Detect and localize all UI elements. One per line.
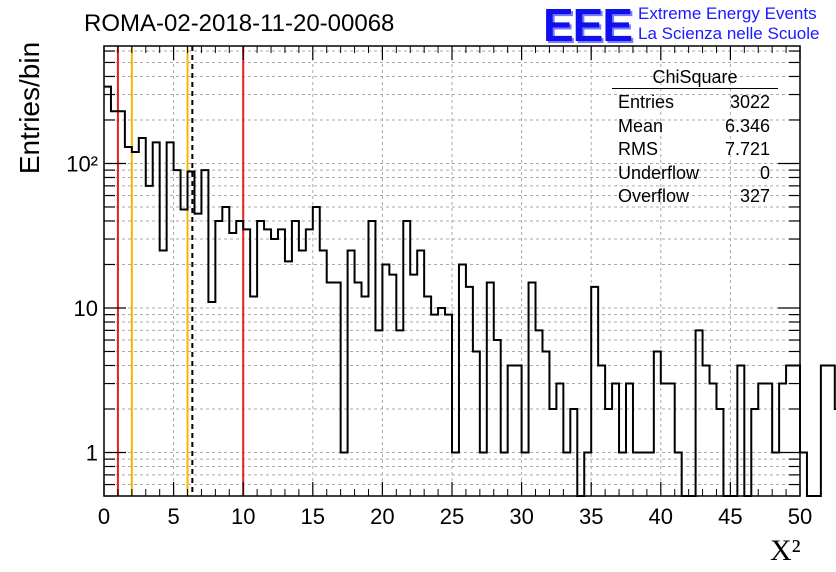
- stats-row-overflow: Overflow 327: [612, 185, 778, 209]
- x-tick-label: 30: [509, 504, 533, 529]
- y-tick-label: 10²: [66, 151, 98, 176]
- x-tick-label: 45: [718, 504, 742, 529]
- stats-value: 6.346: [724, 115, 770, 136]
- axis-tick-labels: 0 5 10 15 20 25 30 35 40 45 50 1 10 10²: [66, 151, 812, 529]
- stats-row-entries: Entries 3022: [612, 91, 778, 115]
- x-axis-label: X²: [770, 534, 801, 567]
- stats-label: Entries: [618, 92, 675, 112]
- stats-label: Overflow: [618, 186, 690, 206]
- x-tick-label: 25: [440, 504, 464, 529]
- axis-ticks: [103, 46, 801, 497]
- x-tick-label: 40: [649, 504, 673, 529]
- stats-row-rms: RMS 7.721: [612, 138, 778, 162]
- logo-caption-line2: La Scienza nelle Scuole: [638, 24, 820, 43]
- x-tick-label: 5: [167, 504, 179, 529]
- x-tick-label: 10: [231, 504, 255, 529]
- chart-title: ROMA-02-2018-11-20-00068: [84, 10, 395, 37]
- stats-value: 327: [739, 186, 770, 206]
- logo-caption-line1: Extreme Energy Events: [638, 4, 817, 23]
- y-axis-label: Entries/bin: [14, 41, 45, 175]
- stats-label: RMS: [618, 139, 658, 159]
- stats-row-underflow: Underflow 0: [612, 162, 778, 186]
- stats-label: Mean: [618, 115, 664, 136]
- x-tick-label: 20: [370, 504, 394, 529]
- eee-logo: EEE: [543, 0, 633, 51]
- x-tick-label: 50: [788, 504, 812, 529]
- stats-row-mean: Mean 6.346: [612, 115, 778, 139]
- stats-box: ChiSquare Entries 3022 Mean 6.346 RMS 7.721…: [612, 66, 778, 209]
- stats-value: 3022: [729, 92, 770, 112]
- stats-title: ChiSquare: [612, 66, 778, 89]
- y-tick-label: 1: [86, 440, 98, 465]
- histogram-outline: [104, 85, 836, 497]
- stats-value: 7.721: [724, 139, 770, 159]
- x-tick-label: 0: [98, 504, 110, 529]
- x-tick-label: 15: [301, 504, 325, 529]
- y-tick-label: 10: [74, 296, 98, 321]
- reference-lines: [116, 46, 245, 496]
- stats-value: 0: [759, 162, 770, 183]
- x-tick-label: 35: [579, 504, 603, 529]
- stats-label: Underflow: [618, 162, 700, 183]
